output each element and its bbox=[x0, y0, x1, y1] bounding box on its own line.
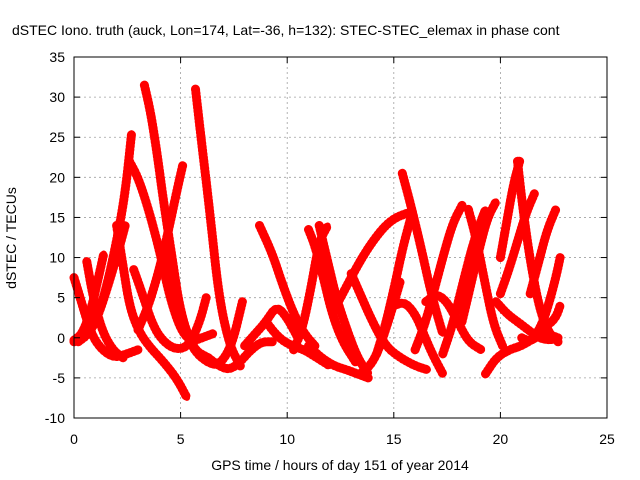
series-trace bbox=[129, 265, 211, 353]
series-markers bbox=[457, 196, 501, 327]
y-tick-label: 15 bbox=[49, 209, 65, 225]
series-markers bbox=[240, 304, 303, 351]
series-markers bbox=[532, 253, 565, 339]
series-markers bbox=[203, 337, 277, 374]
series-markers bbox=[421, 291, 486, 355]
series-trace bbox=[159, 245, 247, 369]
series-markers bbox=[517, 301, 565, 345]
series-markers bbox=[112, 221, 192, 403]
series-trace bbox=[517, 301, 565, 345]
series-trace bbox=[525, 204, 561, 299]
series-markers bbox=[495, 156, 525, 263]
y-tick-label: 35 bbox=[49, 49, 65, 65]
axis-ticks bbox=[73, 56, 608, 419]
series-markers bbox=[129, 265, 211, 353]
series-markers bbox=[491, 297, 563, 345]
y-tick-label: 20 bbox=[49, 169, 65, 185]
series-trace bbox=[495, 188, 539, 299]
plot-frame bbox=[73, 56, 608, 419]
chart-title: dSTEC Iono. truth (auck, Lon=174, Lat=-3… bbox=[12, 22, 560, 38]
series-trace bbox=[457, 196, 501, 327]
y-tick-label: -10 bbox=[45, 410, 65, 426]
series-markers bbox=[463, 204, 507, 351]
series-markers bbox=[314, 221, 373, 379]
series-trace bbox=[532, 253, 565, 339]
series-markers bbox=[372, 212, 416, 359]
tick-labels: 0 5 10 15 20 25 -10 -5 0 5 10 15 20 25 30 35 bbox=[45, 49, 615, 447]
series-trace bbox=[495, 156, 525, 263]
series-markers bbox=[82, 257, 128, 363]
series-trace bbox=[304, 225, 360, 367]
x-tick-label: 15 bbox=[386, 431, 402, 447]
x-tick-label: 5 bbox=[177, 431, 185, 447]
series-trace bbox=[69, 249, 109, 345]
series-markers bbox=[389, 298, 448, 379]
x-tick-label: 20 bbox=[493, 431, 509, 447]
data-series bbox=[69, 80, 565, 403]
y-tick-label: 30 bbox=[49, 89, 65, 105]
series-trace bbox=[463, 204, 507, 351]
x-tick-label: 25 bbox=[599, 431, 615, 447]
series-trace bbox=[346, 269, 433, 375]
x-tick-label: 0 bbox=[70, 431, 78, 447]
series-trace bbox=[240, 304, 303, 351]
series-markers bbox=[346, 269, 433, 375]
series-trace bbox=[191, 84, 245, 371]
y-tick-label: 10 bbox=[49, 250, 65, 266]
y-tick-label: 0 bbox=[57, 330, 65, 346]
x-tick-label: 10 bbox=[279, 431, 295, 447]
series-markers bbox=[191, 84, 245, 371]
series-markers bbox=[410, 200, 467, 355]
series-trace bbox=[112, 221, 192, 403]
x-axis-label: GPS time / hours of day 151 of year 2014 bbox=[211, 457, 469, 473]
series-markers bbox=[304, 225, 360, 367]
series-markers bbox=[525, 204, 561, 299]
series-trace bbox=[314, 221, 373, 379]
y-axis-label: dSTEC / TECUs bbox=[3, 187, 19, 289]
series-trace bbox=[372, 212, 416, 359]
y-tick-label: 5 bbox=[57, 290, 65, 306]
y-tick-label: 25 bbox=[49, 129, 65, 145]
series-markers bbox=[495, 188, 539, 299]
series-trace bbox=[491, 297, 563, 345]
series-markers bbox=[69, 249, 109, 345]
series-markers bbox=[159, 245, 247, 369]
series-trace bbox=[421, 291, 486, 355]
series-trace bbox=[389, 298, 448, 379]
series-trace bbox=[82, 257, 128, 363]
y-tick-label: -5 bbox=[53, 370, 66, 386]
series-trace bbox=[410, 200, 467, 355]
series-trace bbox=[203, 337, 277, 374]
